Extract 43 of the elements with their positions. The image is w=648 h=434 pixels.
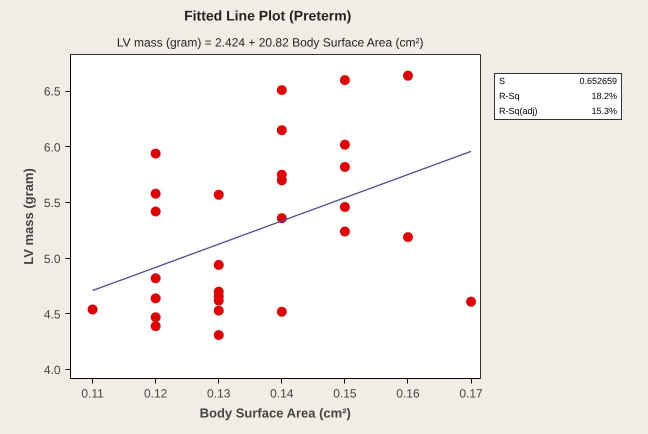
point [402,232,413,242]
point [150,188,161,199]
text: R-Sq(adj) 15.3% [499,106,617,116]
point [150,312,161,322]
point [340,75,350,86]
text: R-Sq 18.2% [499,90,617,101]
point [340,202,350,212]
point [214,190,224,200]
point [276,306,287,317]
point [150,206,161,216]
point [214,330,224,340]
point [276,125,287,136]
y-tick-label: 6.5 [44,84,61,99]
point [150,148,161,159]
y-tick-label: 4.0 [44,363,61,378]
point [214,306,224,316]
point [150,321,161,332]
chart-subtitle: LV mass (gram) = 2.424 + 20.82 Body Surface Area (cm²) [116,36,424,50]
y-tick-label: 5.0 [44,252,61,266]
y-tick-label: 5.5 [44,196,61,210]
point [402,70,413,81]
x-axis-title: Body Surface Area (cm²) [200,406,351,420]
chart-title: Fitted Line Plot (Preterm) [184,8,352,24]
point [150,273,161,284]
x-tick-label: 0.17 [459,386,484,400]
point [276,85,287,96]
y-tick-label: 4.5 [44,307,61,322]
point [340,226,350,237]
point [466,296,476,307]
x-tick-label: 0.12 [144,386,168,400]
y-tick-label: 6.0 [44,140,61,154]
text: S 0.652659 [499,76,617,86]
x-tick-label: 0.14 [270,386,294,400]
point [88,304,98,314]
x-tick-label: 0.13 [207,386,231,400]
x-tick-label: 0.11 [81,386,104,400]
x-tick-label: 0.15 [333,386,357,400]
y-axis-title: LV mass (gram) [20,168,36,265]
x-tick-label: 0.16 [396,386,420,400]
point [150,293,161,304]
point [214,260,224,270]
point [340,140,350,150]
point [340,162,350,172]
